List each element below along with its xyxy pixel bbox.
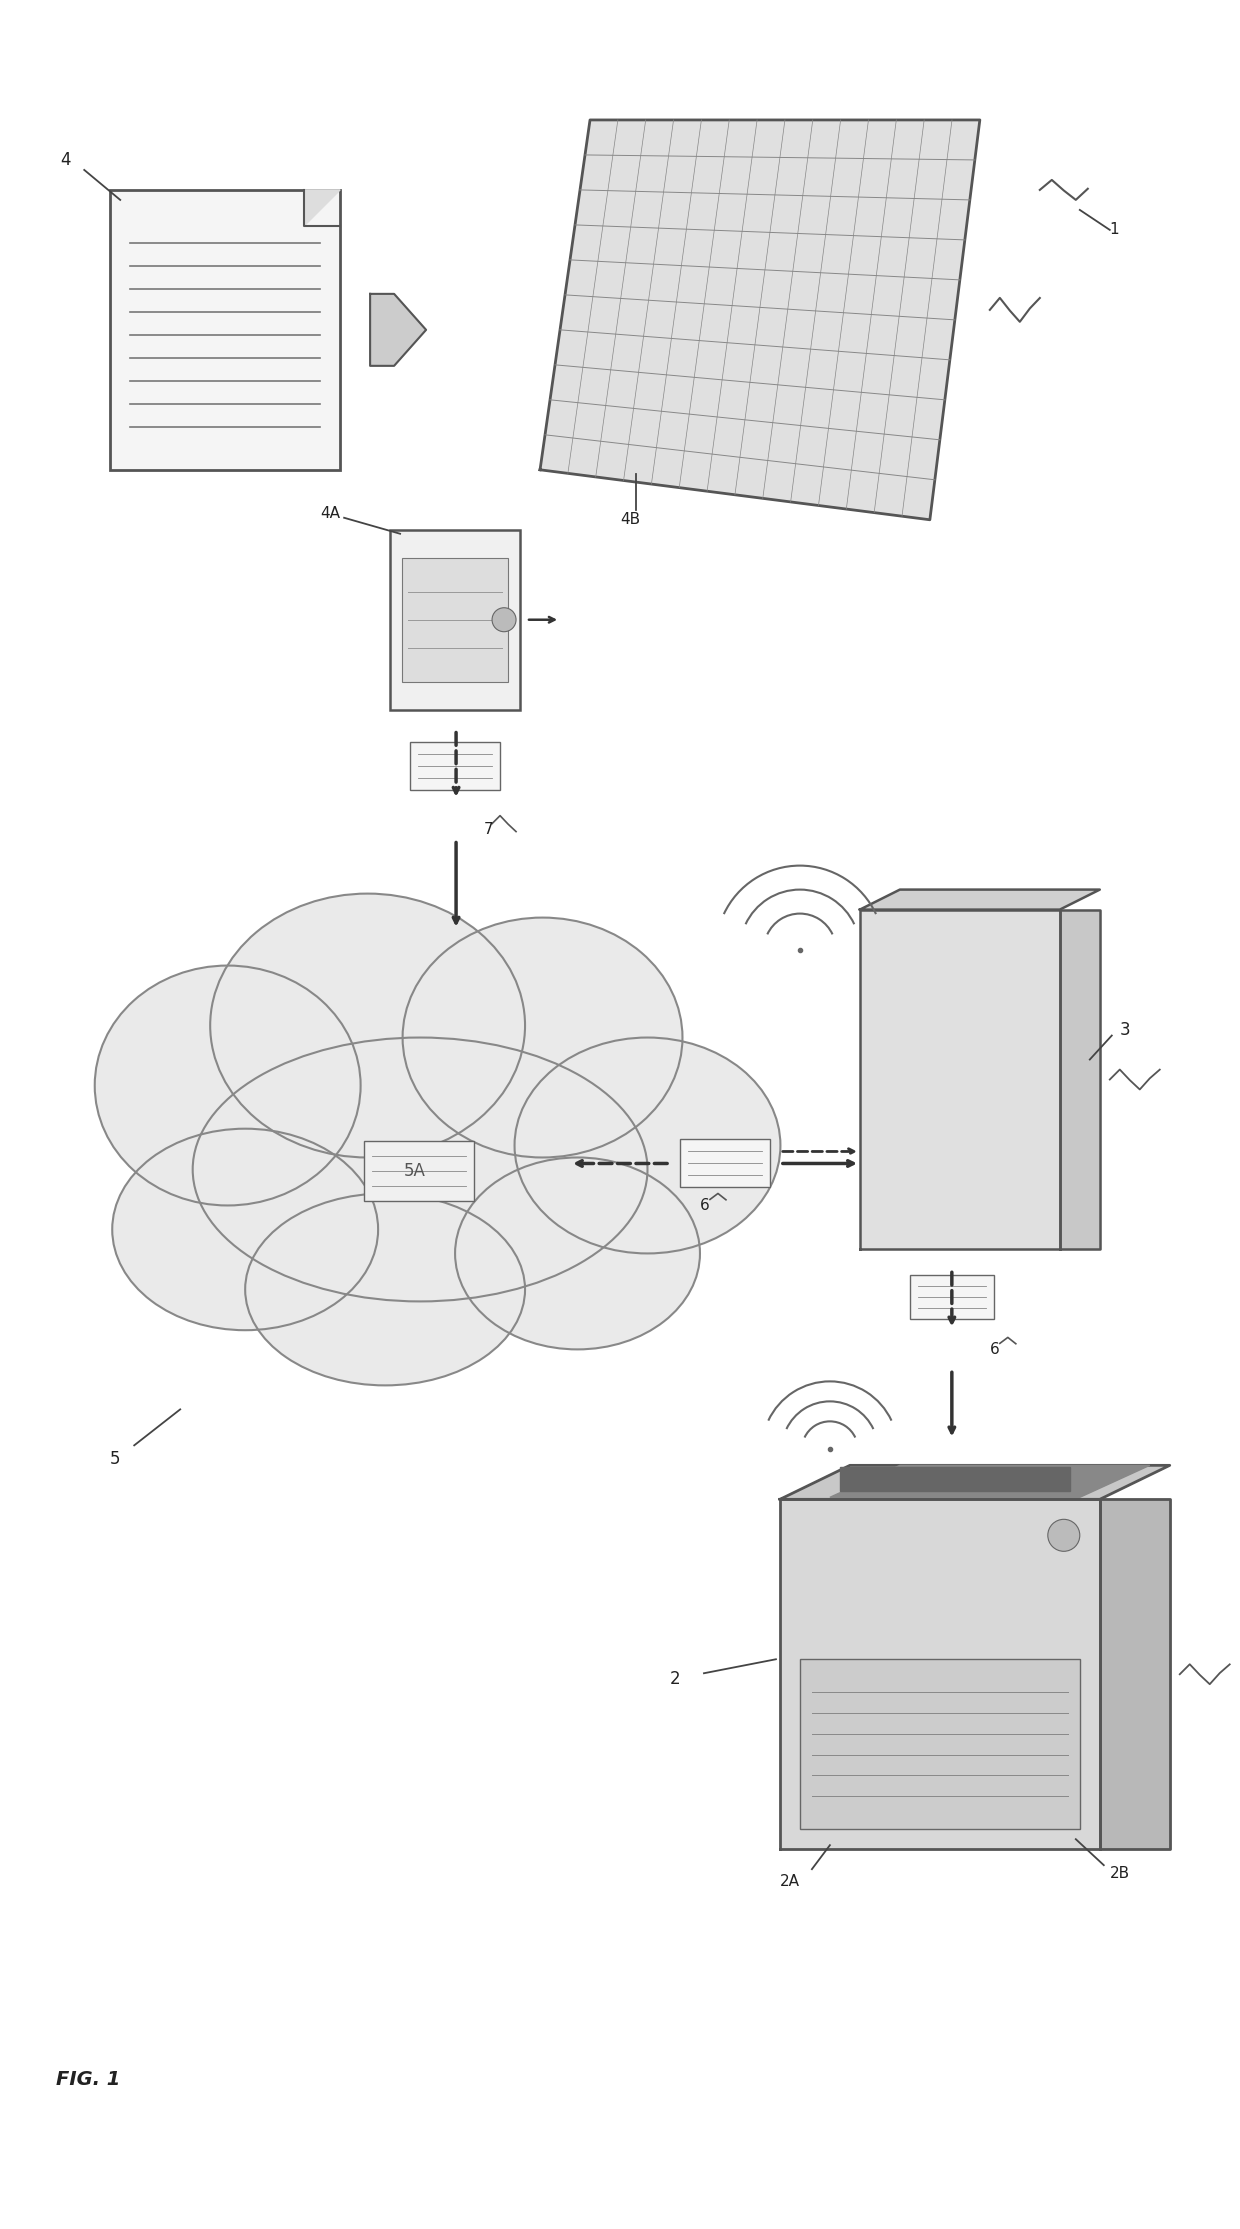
Polygon shape xyxy=(1100,1500,1169,1850)
Text: 4A: 4A xyxy=(320,506,340,522)
Ellipse shape xyxy=(246,1193,525,1386)
Bar xyxy=(410,742,500,789)
Text: 5A: 5A xyxy=(404,1164,427,1181)
Bar xyxy=(110,189,340,470)
Polygon shape xyxy=(304,189,340,225)
Text: 4: 4 xyxy=(61,152,71,169)
Ellipse shape xyxy=(113,1128,378,1331)
Polygon shape xyxy=(859,889,1100,909)
Ellipse shape xyxy=(403,918,682,1157)
Bar xyxy=(402,557,508,682)
Text: 2A: 2A xyxy=(780,1875,800,1888)
Text: 6: 6 xyxy=(990,1342,999,1357)
Text: FIG. 1: FIG. 1 xyxy=(56,2069,120,2089)
Polygon shape xyxy=(780,1500,1100,1850)
Polygon shape xyxy=(839,1467,1070,1491)
Text: 5: 5 xyxy=(110,1451,120,1469)
Polygon shape xyxy=(830,1464,1149,1498)
Ellipse shape xyxy=(94,965,361,1206)
Text: 2B: 2B xyxy=(1110,1866,1130,1881)
Circle shape xyxy=(492,609,516,631)
Text: 4B: 4B xyxy=(620,513,640,528)
Text: 3: 3 xyxy=(1120,1021,1131,1039)
Ellipse shape xyxy=(211,894,525,1157)
Bar xyxy=(680,1139,770,1188)
Polygon shape xyxy=(541,120,980,519)
Text: 6: 6 xyxy=(699,1197,709,1213)
Polygon shape xyxy=(780,1464,1169,1500)
Ellipse shape xyxy=(515,1036,780,1253)
Polygon shape xyxy=(370,294,427,366)
Polygon shape xyxy=(859,909,1060,1250)
Ellipse shape xyxy=(192,1036,647,1302)
Ellipse shape xyxy=(455,1157,699,1349)
Text: 1: 1 xyxy=(1110,223,1120,239)
Bar xyxy=(391,531,520,709)
Bar xyxy=(365,1141,474,1201)
Text: 7: 7 xyxy=(484,823,494,838)
Text: 2: 2 xyxy=(670,1670,681,1687)
Bar xyxy=(800,1658,1080,1830)
Polygon shape xyxy=(1060,909,1100,1250)
Circle shape xyxy=(1048,1520,1080,1551)
Bar xyxy=(910,1275,993,1320)
